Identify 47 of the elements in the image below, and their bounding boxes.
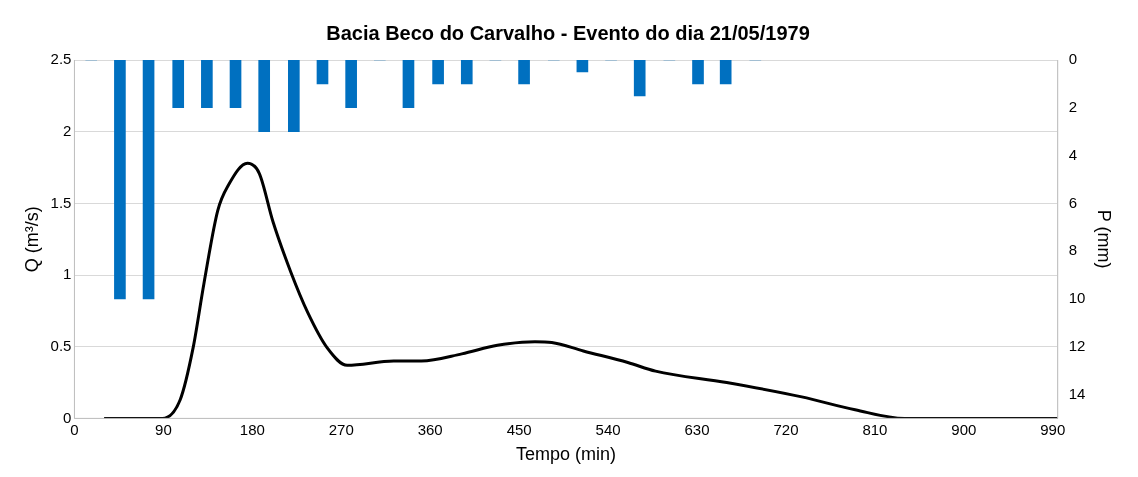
y2-tick-label: 10 [1068, 289, 1086, 307]
x-tick-label: 180 [239, 420, 265, 438]
bar [432, 60, 444, 85]
bar [142, 60, 155, 300]
y-tick-label: 1.5 [50, 193, 72, 211]
x-tick-label: 90 [155, 420, 172, 438]
y-tick-label: 1 [63, 265, 72, 283]
bar [576, 60, 589, 73]
x-tick-label: 720 [773, 420, 799, 438]
y-tick-label: 0.5 [50, 336, 72, 354]
y2-tick-label: 2 [1068, 97, 1078, 115]
bar [633, 60, 646, 97]
x-tick-label: 630 [684, 420, 710, 438]
y-tick-label: 2.5 [50, 50, 72, 68]
bar [258, 60, 271, 133]
bar [345, 60, 357, 109]
y-tick-label: 0 [63, 408, 72, 426]
y2-tick-label: 14 [1068, 384, 1086, 402]
x-tick-label: 450 [506, 420, 532, 438]
bar [402, 60, 415, 109]
y2-tick-label: 4 [1068, 145, 1078, 163]
bar [229, 60, 242, 109]
y2-tick-label: 6 [1068, 193, 1078, 211]
x-tick-label: 900 [951, 420, 977, 438]
bar [172, 60, 185, 109]
x-tick-label: 540 [595, 420, 621, 438]
y2-axis-title: P (mm) [1094, 209, 1115, 269]
bar [518, 60, 530, 85]
x-tick-label: 360 [417, 420, 443, 438]
bar [288, 60, 300, 133]
y2-tick-label: 8 [1068, 241, 1078, 259]
y-tick-label: 2 [63, 121, 72, 139]
bar [692, 60, 704, 85]
bar [719, 60, 732, 85]
bar [114, 60, 126, 300]
chart-title: Bacia Beco do Carvalho - Evento do dia 21/05/1979 [326, 21, 810, 44]
x-tick-label: 270 [328, 420, 354, 438]
x-tick-label: 990 [1040, 420, 1066, 438]
y2-tick-label: 12 [1068, 336, 1086, 354]
bar [316, 60, 329, 85]
x-axis-title: Tempo (min) [516, 444, 617, 465]
y-axis-title: Q (m³/s) [21, 206, 42, 273]
bar [460, 60, 473, 85]
bar [201, 60, 213, 109]
x-tick-label: 810 [862, 420, 888, 438]
line-series [102, 161, 1058, 419]
y2-tick-label: 0 [1068, 50, 1078, 68]
